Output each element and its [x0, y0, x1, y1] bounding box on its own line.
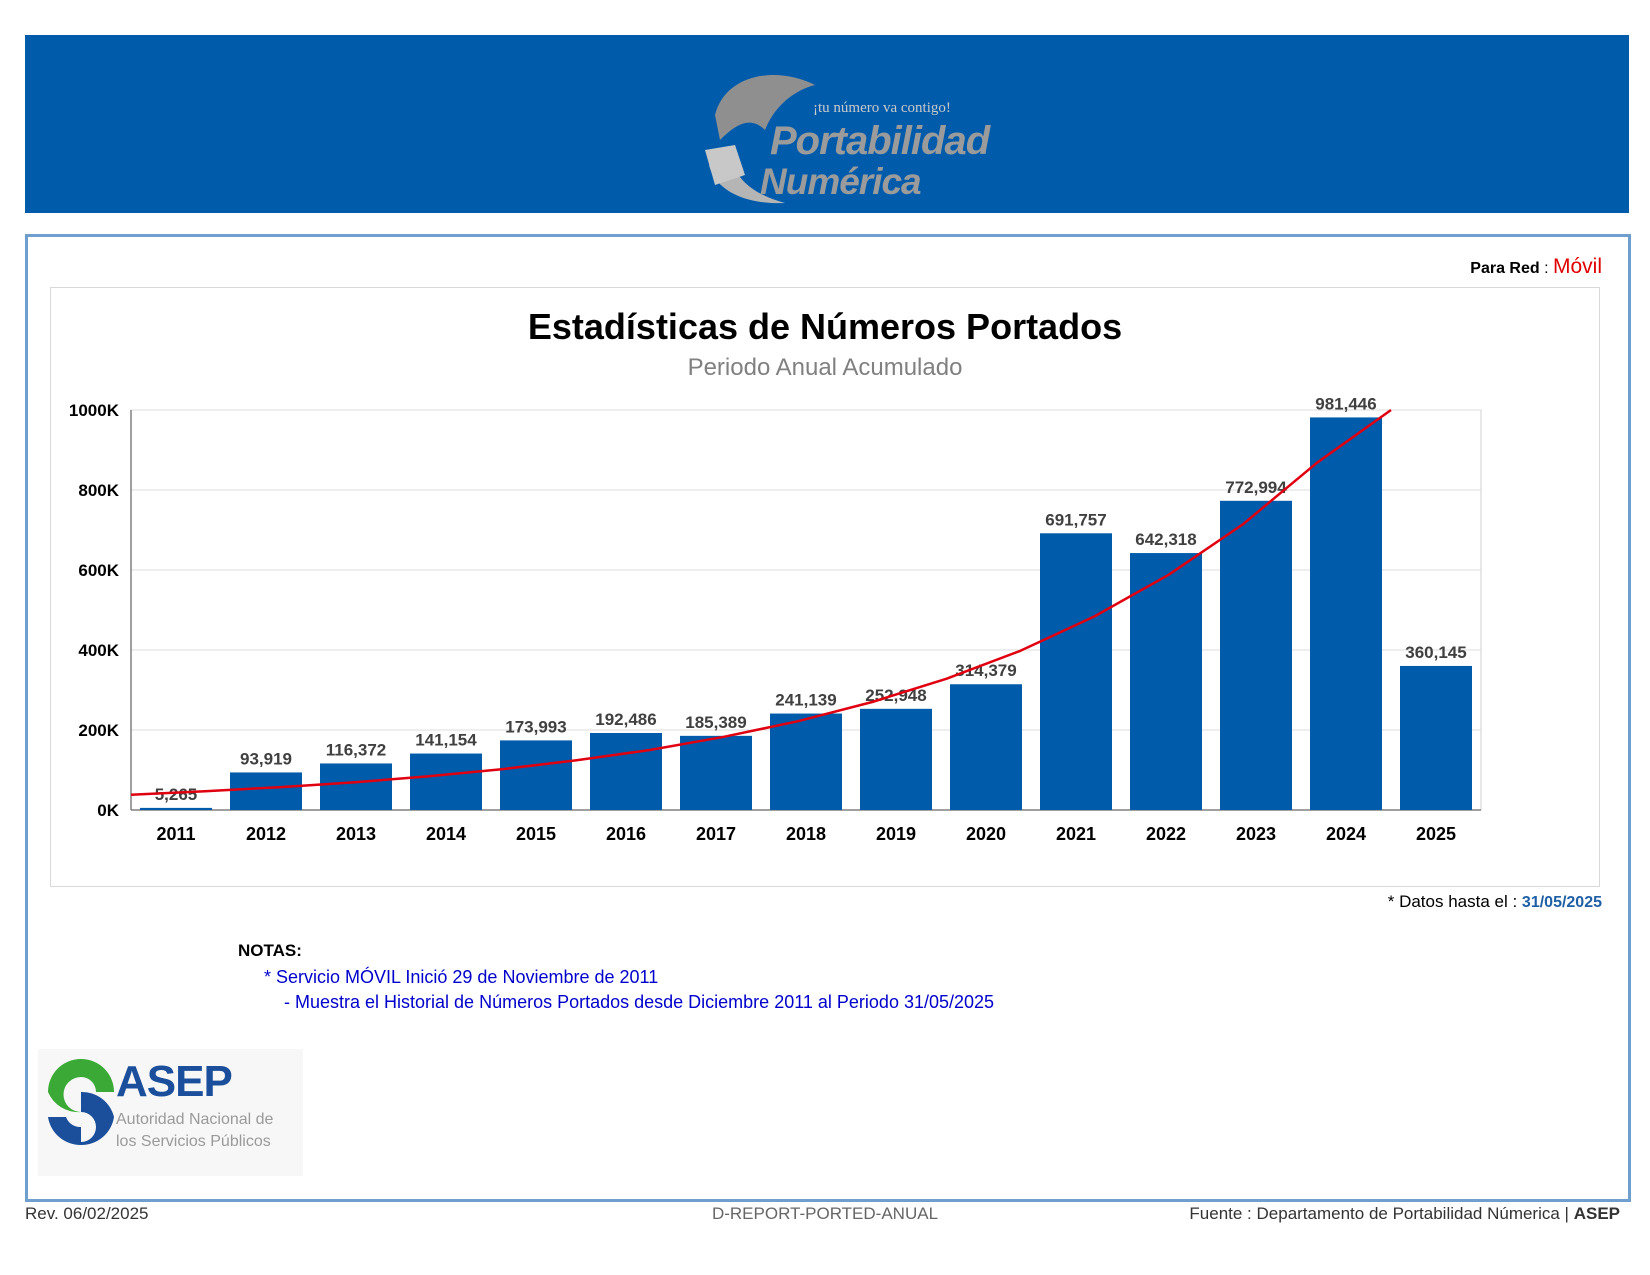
chart-title: Estadísticas de Números Portados	[527, 306, 1123, 347]
bar-value-label: 185,389	[685, 713, 746, 732]
portabilidad-logo: ¡tu número va contigo! Portabilidad Numé…	[695, 55, 1015, 205]
footer-revision: Rev. 06/02/2025	[25, 1204, 149, 1223]
bar-value-label: 981,446	[1315, 394, 1376, 413]
y-tick-label: 1000K	[69, 401, 120, 420]
x-tick-label: 2018	[786, 824, 826, 844]
bar-value-label: 93,919	[240, 749, 292, 768]
chart-subtitle: Periodo Anual Acumulado	[687, 354, 963, 381]
x-tick-label: 2016	[606, 824, 646, 844]
bar	[680, 735, 752, 810]
network-label: Para Red : Móvil	[1470, 255, 1602, 279]
y-tick-label: 200K	[78, 721, 119, 740]
network-label-value: Móvil	[1552, 255, 1602, 278]
bar	[230, 772, 302, 810]
bar	[860, 708, 932, 810]
bar	[1040, 533, 1112, 810]
bar	[770, 713, 842, 810]
chart-container: Estadísticas de Números Portados Periodo…	[50, 287, 1600, 887]
note-line-1: * Servicio MÓVIL Inició 29 de Noviembre …	[264, 967, 659, 987]
bar-value-label: 314,379	[955, 661, 1016, 680]
x-tick-label: 2022	[1146, 824, 1186, 844]
bar	[1130, 553, 1202, 810]
footer-report-id: D-REPORT-PORTED-ANUAL	[711, 1204, 939, 1223]
bar-value-label: 192,486	[595, 710, 656, 729]
bar-chart: 0K 200K 400K 600K 800K 1000K 5,265 2011 93,919 20…	[69, 394, 1482, 844]
y-tick-label: 800K	[78, 481, 119, 500]
x-tick-label: 2013	[336, 824, 376, 844]
bar-value-label: 141,154	[415, 731, 477, 750]
asep-logo: ASEP Autoridad Nacional de los Servicios…	[38, 1049, 303, 1176]
bar	[950, 684, 1022, 810]
y-tick-label: 0K	[97, 801, 119, 820]
x-tick-label: 2014	[426, 824, 466, 844]
bar	[1310, 417, 1382, 810]
bar	[590, 733, 662, 810]
data-cutoff-note: * Datos hasta el : 31/05/2025	[1388, 892, 1602, 912]
logo-wordmark-line1: Portabilidad	[770, 119, 990, 163]
trend-line	[130, 408, 1392, 797]
logo-tagline: ¡tu número va contigo!	[813, 100, 951, 116]
logo-wordmark-line2: Numérica	[760, 161, 922, 202]
asep-subtitle-1: Autoridad Nacional de	[116, 1111, 274, 1128]
bar-value-label: 241,139	[775, 691, 836, 710]
x-tick-label: 2021	[1056, 824, 1096, 844]
bar-value-label: 642,318	[1135, 530, 1196, 549]
header-banner: ¡tu número va contigo! Portabilidad Numé…	[25, 35, 1629, 213]
notes-heading: NOTAS:	[238, 941, 302, 960]
bar	[500, 740, 572, 810]
footer-source: Fuente : Departamento de Portabilidad Nú…	[1189, 1204, 1620, 1224]
data-cutoff-label: * Datos hasta el :	[1387, 892, 1522, 911]
x-tick-label: 2019	[876, 824, 916, 844]
y-tick-label: 600K	[78, 561, 119, 580]
x-tick-label: 2020	[966, 824, 1006, 844]
asep-name: ASEP	[116, 1057, 233, 1106]
y-tick-label: 400K	[78, 641, 119, 660]
x-tick-label: 2023	[1236, 824, 1276, 844]
bar-value-label: 772,994	[1225, 478, 1287, 497]
footer-source-org: ASEP	[1573, 1204, 1620, 1223]
leaf-logo-icon	[705, 75, 815, 204]
bar-value-label: 116,372	[326, 740, 387, 759]
x-tick-label: 2025	[1416, 824, 1456, 844]
x-tick-label: 2017	[696, 824, 736, 844]
network-label-key: Para Red	[1470, 260, 1540, 277]
x-tick-label: 2015	[516, 824, 556, 844]
bar-value-label: 360,145	[1405, 643, 1466, 662]
bar	[1400, 665, 1472, 810]
x-tick-label: 2012	[246, 824, 286, 844]
x-tick-label: 2024	[1326, 824, 1366, 844]
network-label-sep: :	[1539, 260, 1553, 277]
bar	[320, 763, 392, 810]
report-frame: Para Red : Móvil Estadísticas de Números…	[25, 234, 1631, 1202]
data-cutoff-date: 31/05/2025	[1521, 894, 1602, 911]
bar	[1220, 500, 1292, 810]
bar-value-label: 5,265	[155, 785, 198, 804]
asep-subtitle-2: los Servicios Públicos	[116, 1133, 271, 1150]
bar	[140, 807, 212, 810]
asep-swirl-icon	[48, 1059, 114, 1146]
bar-value-label: 173,993	[505, 717, 566, 736]
notes-section: NOTAS: * Servicio MÓVIL Inició 29 de Nov…	[238, 941, 994, 1012]
x-tick-label: 2011	[156, 824, 195, 844]
note-line-2: - Muestra el Historial de Números Portad…	[284, 992, 995, 1012]
footer-source-text: Fuente : Departamento de Portabilidad Nú…	[1189, 1204, 1574, 1223]
bar	[410, 753, 482, 810]
bar-value-label: 691,757	[1045, 510, 1106, 529]
